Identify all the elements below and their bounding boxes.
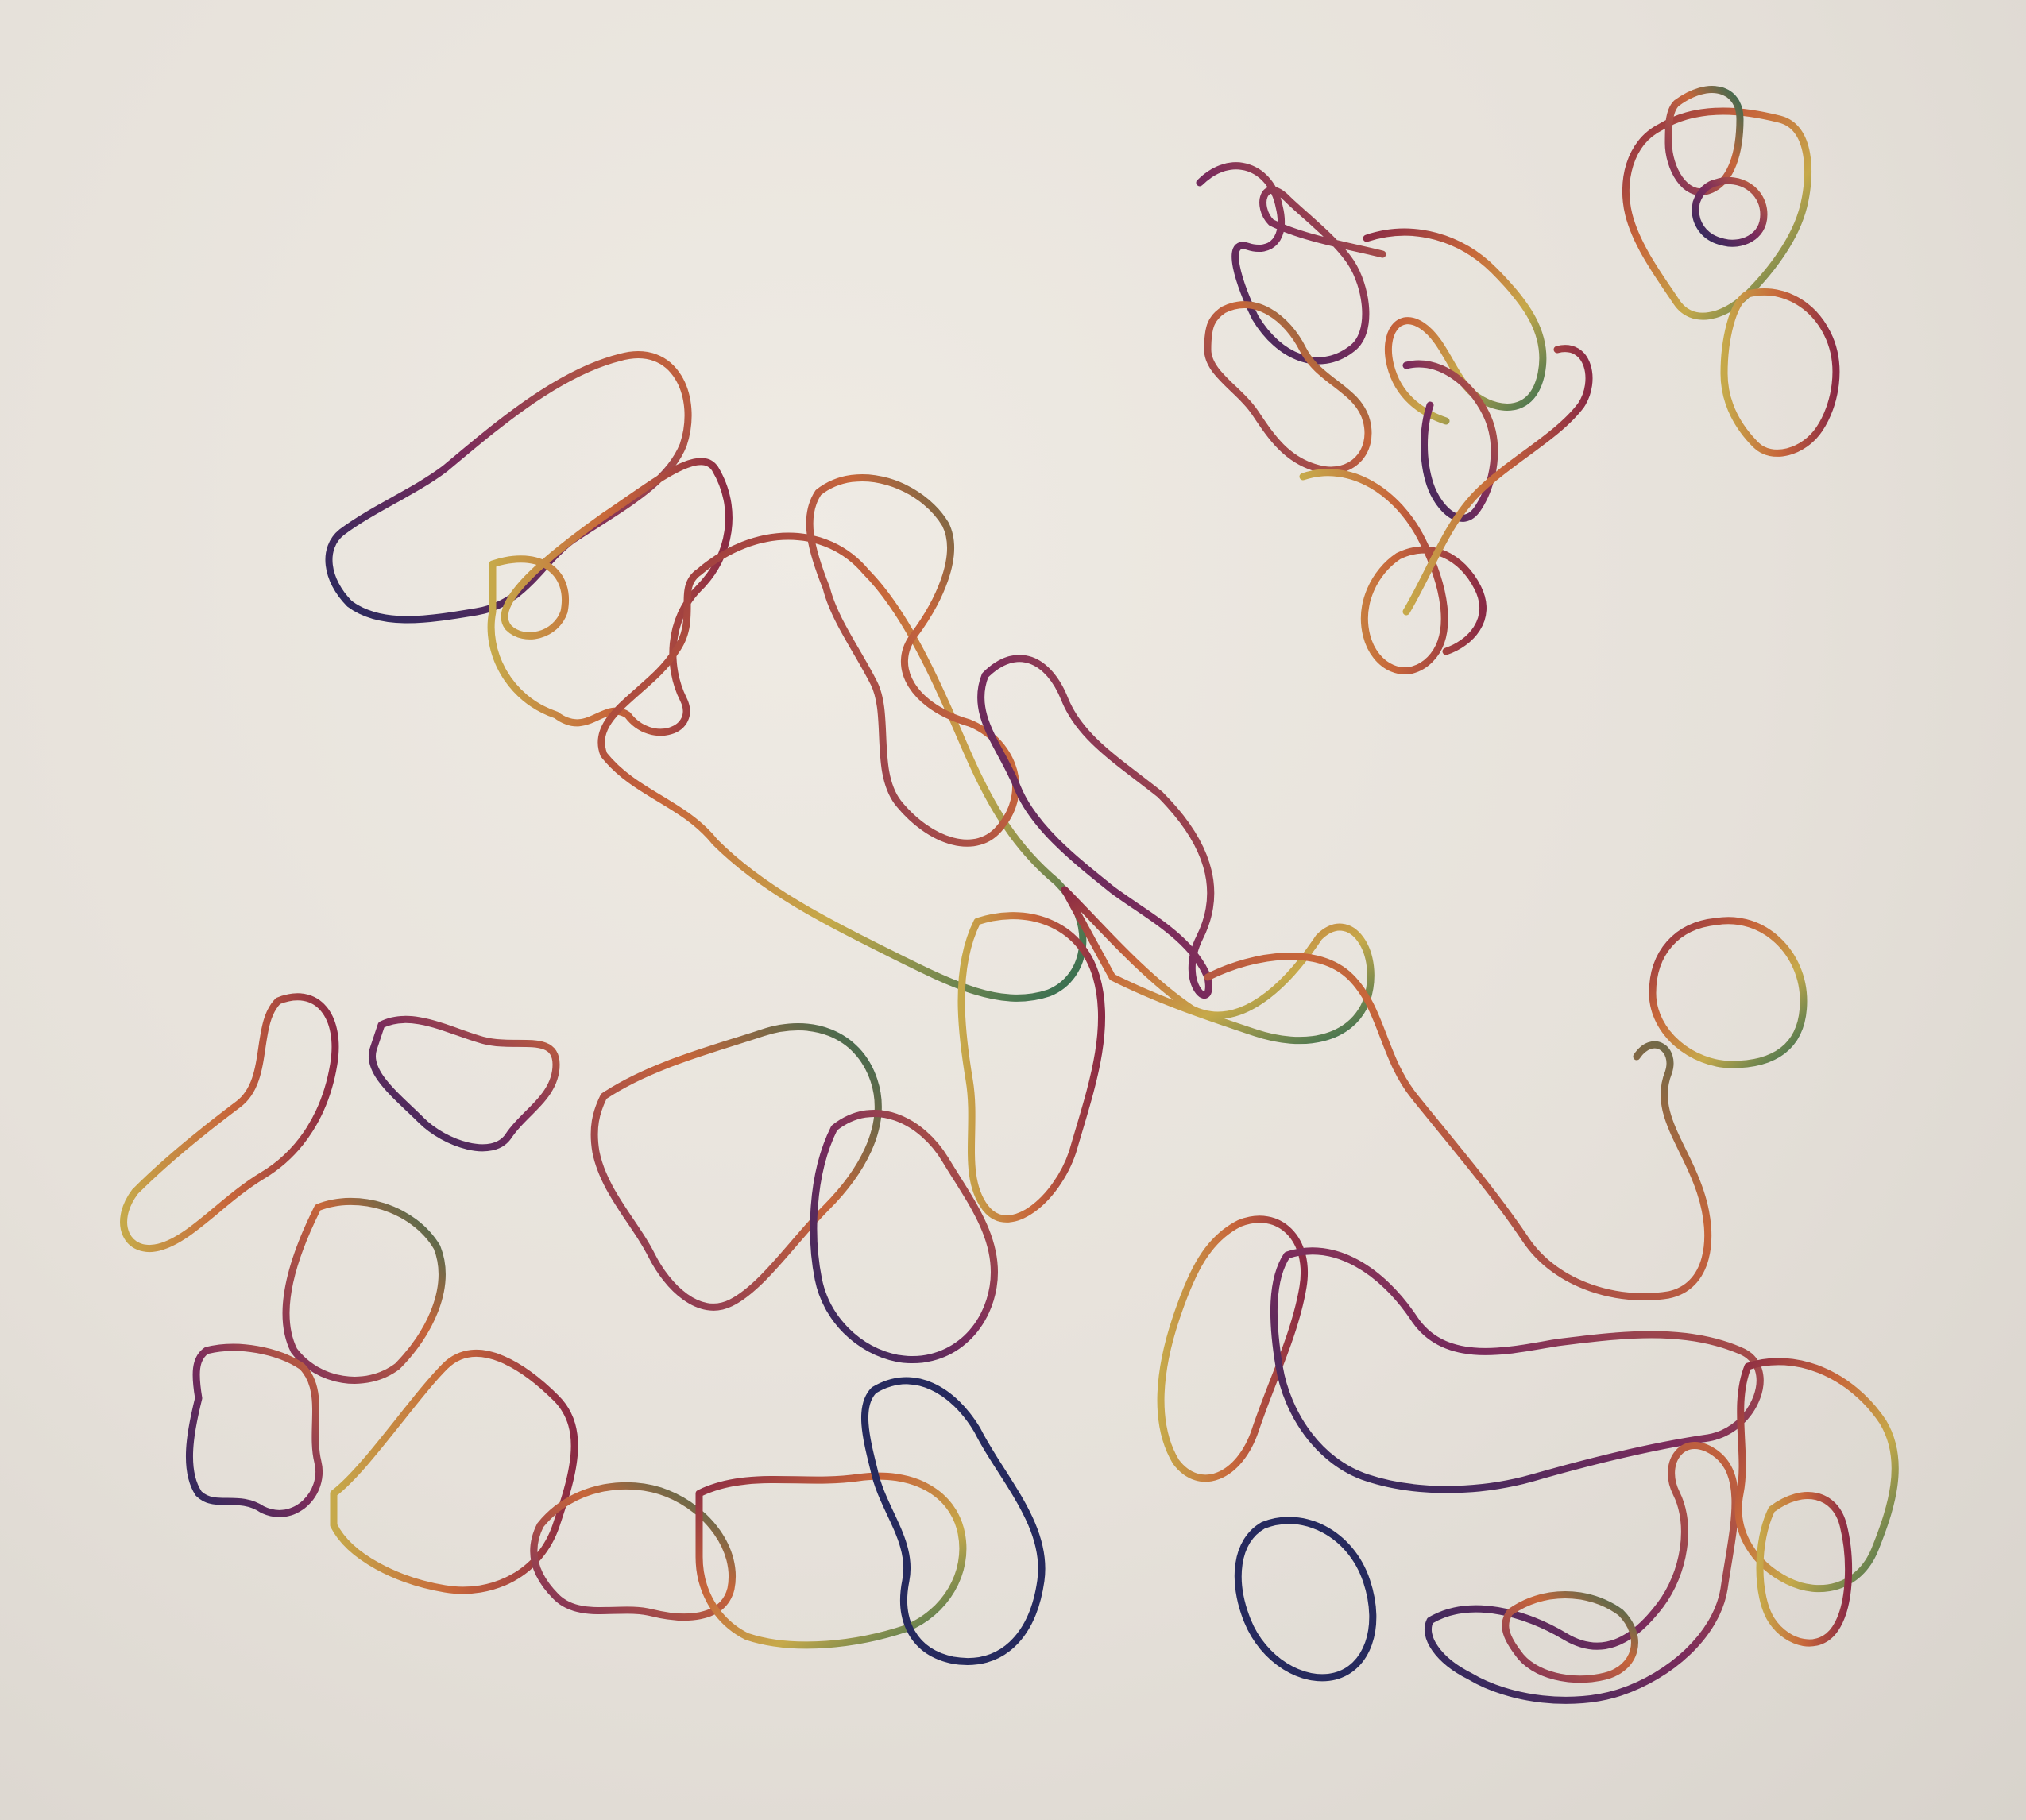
loop-right-bottom-magenta bbox=[1424, 1442, 1739, 1704]
loop-center-lower-magenta bbox=[810, 1110, 998, 1363]
loop-top-right-crimson bbox=[1196, 162, 1386, 365]
loop-top-left-yellow bbox=[487, 458, 733, 736]
loop-far-right-yellow bbox=[1720, 288, 1840, 457]
loop-left-yellow-long bbox=[330, 1349, 578, 1594]
loop-right-long-diagonal bbox=[1204, 953, 1712, 1300]
loop-left-navy bbox=[369, 1015, 560, 1152]
loop-left-middle-orange bbox=[120, 993, 339, 1252]
loop-bottom-orange bbox=[695, 1472, 967, 1649]
loop-center-long-diagonal bbox=[1061, 886, 1375, 1045]
loop-center-top-orange bbox=[597, 532, 1087, 1002]
loop-center-yellow-arc bbox=[957, 912, 1106, 1223]
loop-top-right-yellow bbox=[1299, 469, 1487, 674]
loop-right-circle-orange bbox=[1649, 917, 1808, 1068]
loop-top-right-magenta-tail bbox=[1402, 360, 1498, 522]
loop-bottom-navy bbox=[861, 1377, 1046, 1665]
loop-center-lower-teal bbox=[590, 1023, 882, 1311]
loop-right-lower-yellow bbox=[1157, 1215, 1308, 1482]
loop-top-right-green bbox=[1204, 301, 1372, 474]
loop-left-crimson-bottom bbox=[185, 1343, 323, 1517]
loop-right-bottom-navy bbox=[1234, 1517, 1377, 1682]
loop-right-lower-crimson bbox=[1270, 1247, 1764, 1493]
loop-top-left-crimson bbox=[325, 351, 692, 624]
loop-left-green-small bbox=[282, 1197, 446, 1384]
loop-far-right-orange bbox=[1622, 107, 1812, 320]
loop-center-green bbox=[806, 473, 1019, 847]
loop-top-right-orange bbox=[1363, 228, 1547, 425]
loop-far-right-magenta-ring bbox=[1692, 176, 1768, 247]
loop-top-right-yellow-long bbox=[1402, 345, 1593, 616]
loop-right-bottom-yellow bbox=[1756, 1492, 1853, 1647]
loop-right-bottom-green bbox=[1502, 1591, 1638, 1683]
loop-far-right-green-small bbox=[1664, 86, 1744, 196]
loop-center-magenta bbox=[977, 655, 1215, 999]
